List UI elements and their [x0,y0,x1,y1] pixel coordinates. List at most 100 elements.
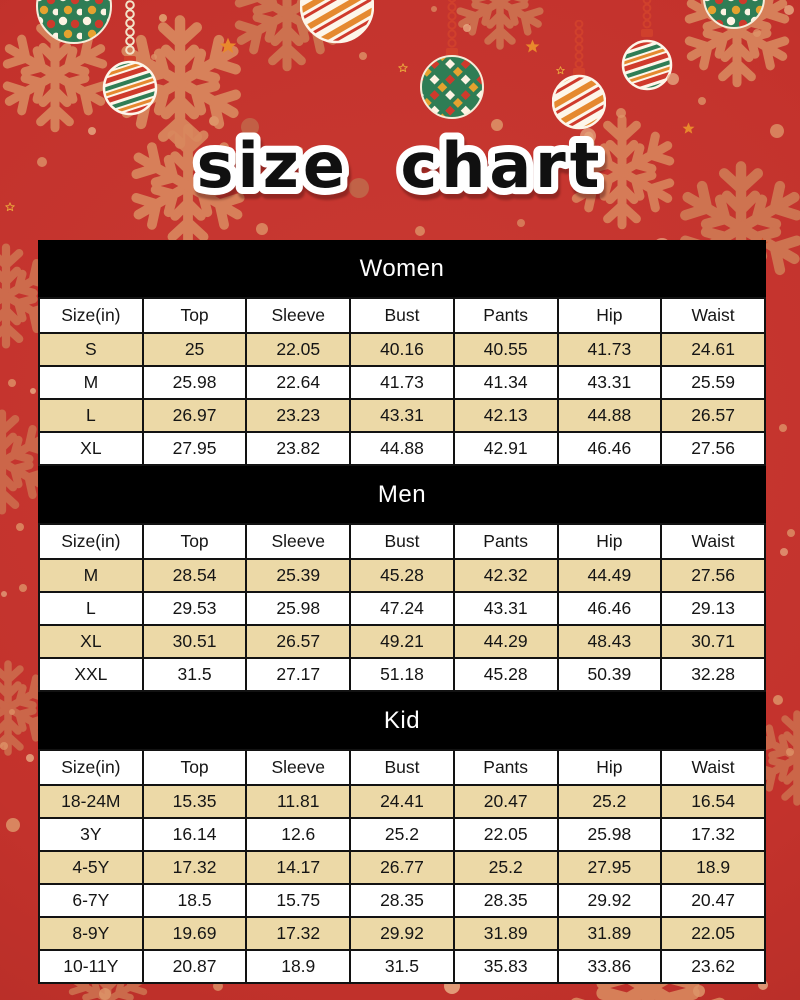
table-cell: 31.5 [349,949,455,984]
table-cell: 42.32 [452,558,559,593]
table-row: M 25.98 22.64 41.73 41.34 43.31 25.59 [38,365,766,400]
dot-icon [334,171,346,183]
dot-icon [159,14,167,22]
table-cell: 4-5Y [38,850,144,885]
dot-icon [758,980,768,990]
star-icon [398,63,408,73]
ornament-ball-icon [621,0,673,91]
table-cell: XL [38,624,144,659]
table-cell: 27.56 [660,431,766,466]
table-cell: 15.75 [245,883,352,918]
dot-icon [209,116,219,126]
table-cell: 26.57 [245,624,352,659]
dot-icon [616,108,626,118]
table-cell: 25.59 [660,365,766,400]
table-cell: S [38,332,144,367]
table-cell: 44.88 [349,431,455,466]
dot-icon [297,147,303,153]
table-cell: 27.95 [556,850,663,885]
dot-icon [773,695,783,705]
column-header: Sleeve [245,749,352,786]
dot-icon [151,54,157,60]
page-title: size chart [190,122,607,209]
section-band-women: Women [38,240,766,297]
table-cell: 32.28 [660,657,766,692]
table-cell: 16.14 [141,817,248,852]
column-header: Waist [660,749,766,786]
table-cell: XL [38,431,144,466]
ornament-ball-icon [300,0,374,44]
dot-icon [693,985,705,997]
ornament-ball-icon [703,0,765,29]
table-cell: 18.5 [141,883,248,918]
column-header: Bust [349,297,455,334]
table-cell: 11.81 [245,784,352,819]
table-cell: 44.29 [452,624,559,659]
table-cell: 35.83 [452,949,559,984]
table-row: 8-9Y 19.69 17.32 29.92 31.89 31.89 22.05 [38,916,766,951]
table-cell: 17.32 [660,817,766,852]
table-cell: 28.54 [141,558,248,593]
table-cell: 46.46 [556,431,663,466]
table-cell: 48.43 [556,624,663,659]
table-cell: 17.32 [141,850,248,885]
dot-icon [26,754,34,762]
dot-icon [698,97,706,105]
table-row: 4-5Y 17.32 14.17 26.77 25.2 27.95 18.9 [38,850,766,885]
column-header: Pants [452,749,559,786]
dot-icon [415,226,425,236]
table-cell: 28.35 [349,883,455,918]
table-cell: 23.62 [660,949,766,984]
dot-icon [491,119,503,131]
table-cell: 45.28 [452,657,559,692]
table-cell: 19.69 [141,916,248,951]
dot-icon [88,127,96,135]
column-header: Pants [452,523,559,560]
table-cell: 43.31 [452,591,559,626]
table-row: XXL 31.5 27.17 51.18 45.28 50.39 32.28 [38,657,766,692]
table-cell: 30.71 [660,624,766,659]
table-cell: 25.98 [556,817,663,852]
column-header: Size(in) [38,523,144,560]
table-cell: 28.35 [452,883,559,918]
table-cell: 49.21 [349,624,455,659]
header-row: Size(in) Top Sleeve Bust Pants Hip Waist [38,749,766,786]
table-cell: 31.5 [141,657,248,692]
table-cell: 29.92 [349,916,455,951]
table-cell: 16.54 [660,784,766,819]
table-cell: 44.49 [556,558,663,593]
dot-icon [667,73,679,85]
table-row: XL 27.95 23.82 44.88 42.91 46.46 27.56 [38,431,766,466]
table-cell: 24.41 [349,784,455,819]
table-cell: 18-24M [38,784,144,819]
column-header: Waist [660,523,766,560]
table-row: 3Y 16.14 12.6 25.2 22.05 25.98 17.32 [38,817,766,852]
column-header: Size(in) [38,749,144,786]
column-header: Sleeve [245,297,352,334]
ornament-ball-icon [36,0,112,44]
table-cell: L [38,398,144,433]
table-cell: 15.35 [141,784,248,819]
dot-icon [359,52,367,60]
dot-icon [99,988,111,1000]
size-table-men: Size(in) Top Sleeve Bust Pants Hip Waist M 28.54… [38,523,766,692]
table-cell: 43.31 [349,398,455,433]
ornament-ball-icon [102,0,158,116]
dot-icon [1,591,7,597]
table-cell: 51.18 [349,657,455,692]
table-cell: 22.05 [660,916,766,951]
header-row: Size(in) Top Sleeve Bust Pants Hip Waist [38,297,766,334]
column-header: Size(in) [38,297,144,334]
table-cell: M [38,558,144,593]
dot-icon [8,379,16,387]
table-cell: 20.87 [141,949,248,984]
column-header: Sleeve [245,523,352,560]
table-cell: 41.34 [452,365,559,400]
column-header: Hip [556,523,663,560]
table-cell: 43.31 [556,365,663,400]
dot-icon [16,523,24,531]
dot-icon [787,529,795,537]
table-cell: 29.53 [141,591,248,626]
table-cell: 26.57 [660,398,766,433]
